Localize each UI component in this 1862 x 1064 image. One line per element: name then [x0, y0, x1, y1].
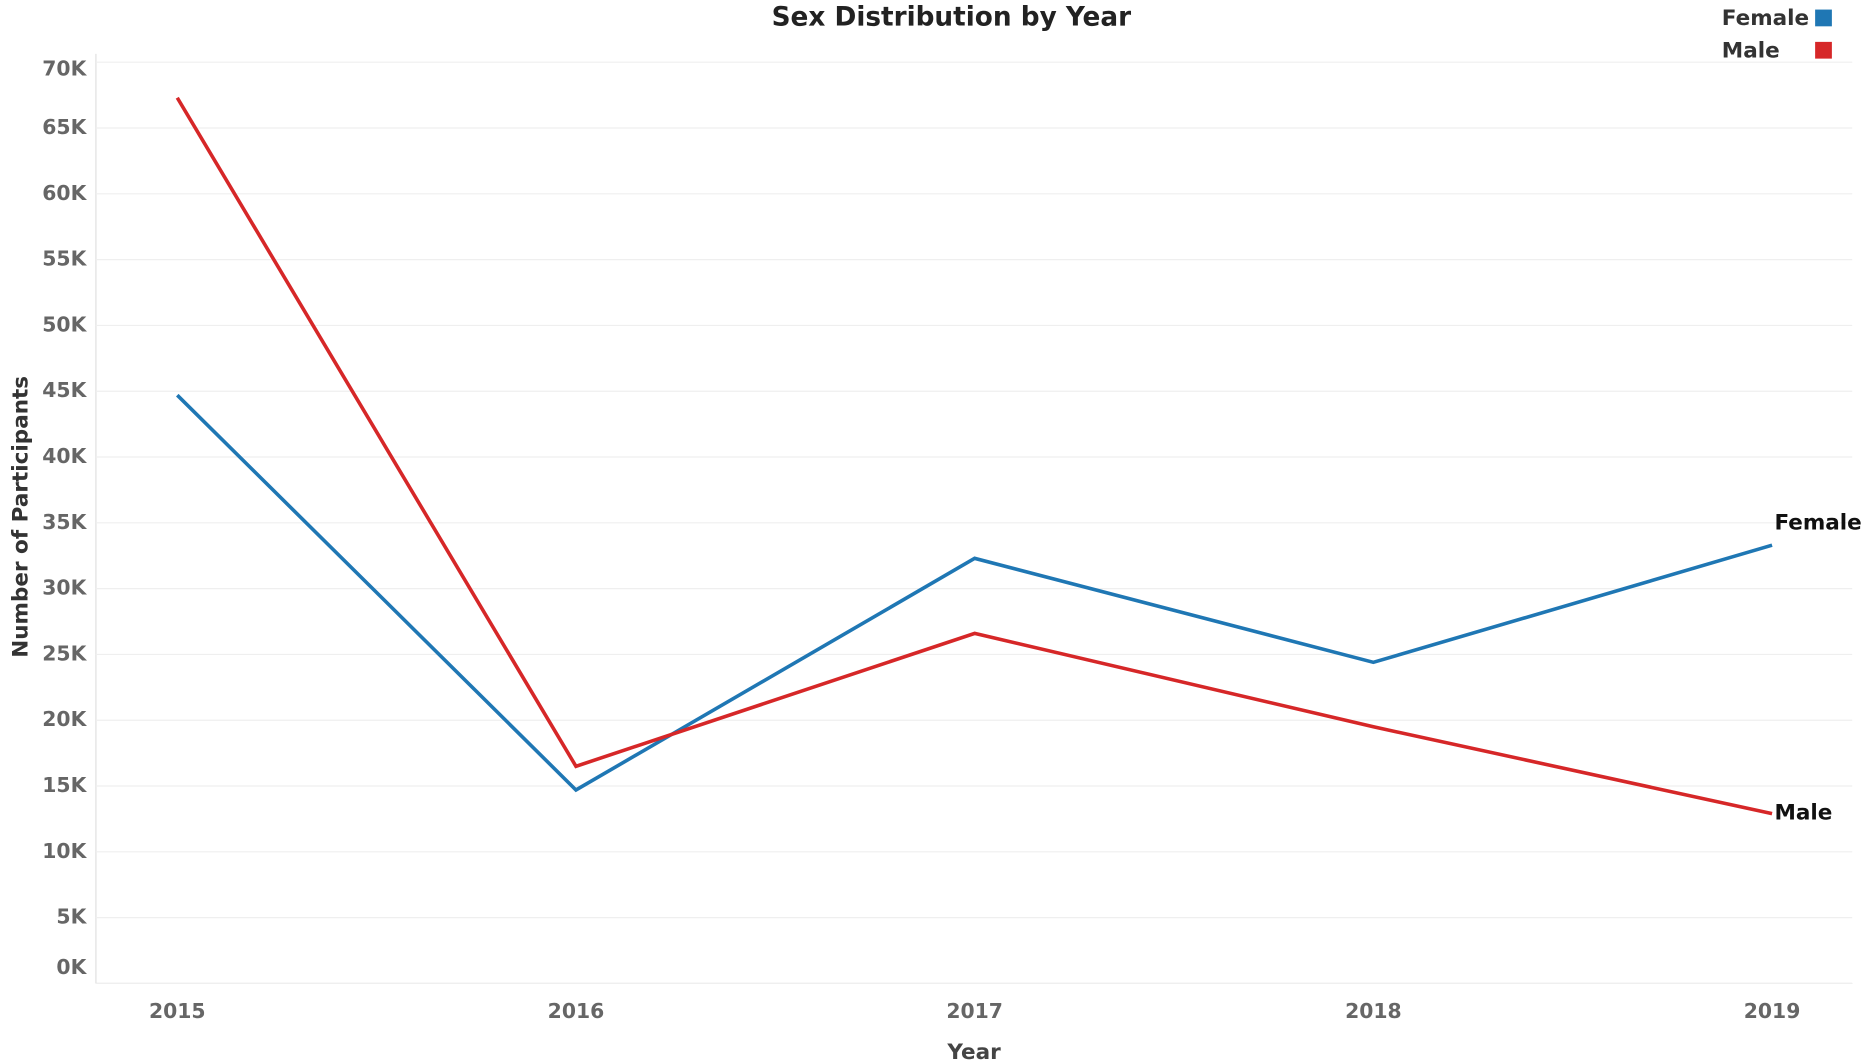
legend-swatch: [1815, 9, 1832, 27]
legend-swatch: [1815, 41, 1832, 59]
y-tick-label: 50K: [42, 312, 87, 336]
y-tick-label: 65K: [42, 115, 87, 139]
end-label: Male: [1774, 801, 1832, 826]
legend-label: Female: [1722, 6, 1809, 31]
x-tick-label: 2016: [548, 999, 605, 1023]
y-tick-label: 25K: [42, 641, 87, 665]
x-tick-label: 2017: [946, 999, 1003, 1023]
data-line: [176, 393, 1773, 793]
y-tick-label: 55K: [42, 247, 87, 271]
x-axis-label: Year: [946, 1040, 1001, 1060]
y-tick-label: 40K: [42, 444, 87, 468]
legend-label: Male: [1722, 38, 1780, 63]
y-tick-label: 35K: [42, 510, 87, 534]
y-tick-label: 20K: [42, 707, 87, 731]
x-tick-label: 2015: [149, 999, 206, 1023]
x-tick-label: 2019: [1744, 999, 1801, 1023]
y-tick-label: 15K: [42, 773, 87, 797]
y-tick-label: 60K: [42, 181, 87, 205]
y-tick-label: 45K: [42, 378, 87, 402]
y-tick-label: 5K: [56, 905, 87, 929]
y-tick-label: 0K: [56, 955, 87, 979]
y-axis-label: Number of Participants: [9, 376, 34, 658]
end-label: Female: [1774, 511, 1861, 536]
y-tick-label: 10K: [42, 839, 87, 863]
y-tick-label: 30K: [42, 576, 87, 600]
y-tick-label: 70K: [42, 56, 87, 80]
data-line: [175, 96, 1773, 816]
chart-title: Sex Distribution by Year: [772, 2, 1132, 32]
x-tick-label: 2018: [1345, 999, 1402, 1023]
